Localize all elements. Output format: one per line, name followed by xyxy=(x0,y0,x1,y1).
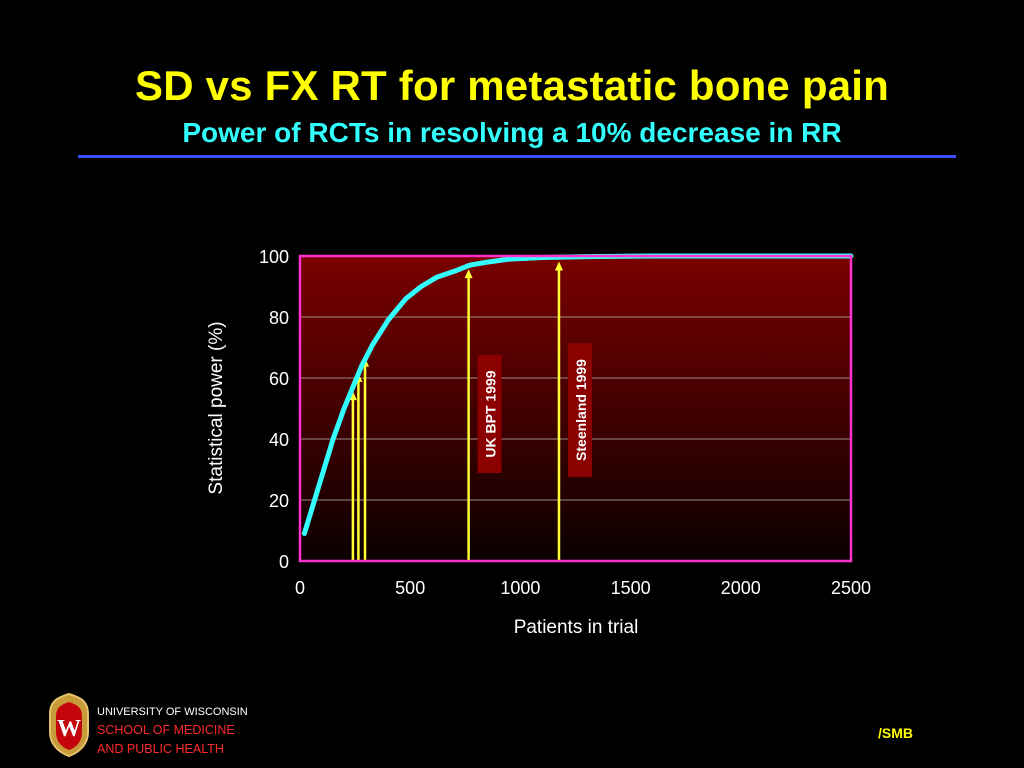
trial-marker-arrowhead xyxy=(464,269,473,279)
trial-marker-arrowhead xyxy=(554,261,563,271)
trial-label-box xyxy=(477,355,502,473)
slide-title: SD vs FX RT for metastatic bone pain xyxy=(134,62,889,109)
svg-text:W: W xyxy=(57,716,81,742)
trial-label: UK BPT 1999 xyxy=(483,370,499,457)
y-tick-label-0: 0 xyxy=(279,552,289,572)
uw-crest-logo: W xyxy=(49,692,89,758)
school-name-line1: SCHOOL OF MEDICINE xyxy=(97,723,235,737)
y-tick-label-40: 40 xyxy=(269,430,289,450)
author-credit: /SMB xyxy=(878,725,913,741)
x-axis-label: Patients in trial xyxy=(514,617,639,638)
x-tick-label-2000: 2000 xyxy=(721,578,761,598)
trial-label-box xyxy=(567,343,592,477)
y-tick-label-80: 80 xyxy=(269,308,289,328)
y-tick-label-100: 100 xyxy=(259,247,289,267)
slide-subtitle: Power of RCTs in resolving a 10% decreas… xyxy=(182,117,842,148)
x-tick-label-1000: 1000 xyxy=(500,578,540,598)
school-name-line2: AND PUBLIC HEALTH xyxy=(97,742,224,756)
plot-border xyxy=(298,254,853,563)
trial-label: Steenland 1999 xyxy=(573,359,589,461)
x-tick-label-2500: 2500 xyxy=(831,578,871,598)
title-divider xyxy=(78,155,956,158)
x-tick-label-1500: 1500 xyxy=(611,578,651,598)
x-tick-label-0: 0 xyxy=(295,578,305,598)
y-axis-label: Statistical power (%) xyxy=(206,321,227,494)
x-tick-label-500: 500 xyxy=(395,578,425,598)
y-tick-label-20: 20 xyxy=(269,491,289,511)
y-tick-label-60: 60 xyxy=(269,369,289,389)
university-name: UNIVERSITY OF WISCONSIN xyxy=(97,706,248,718)
